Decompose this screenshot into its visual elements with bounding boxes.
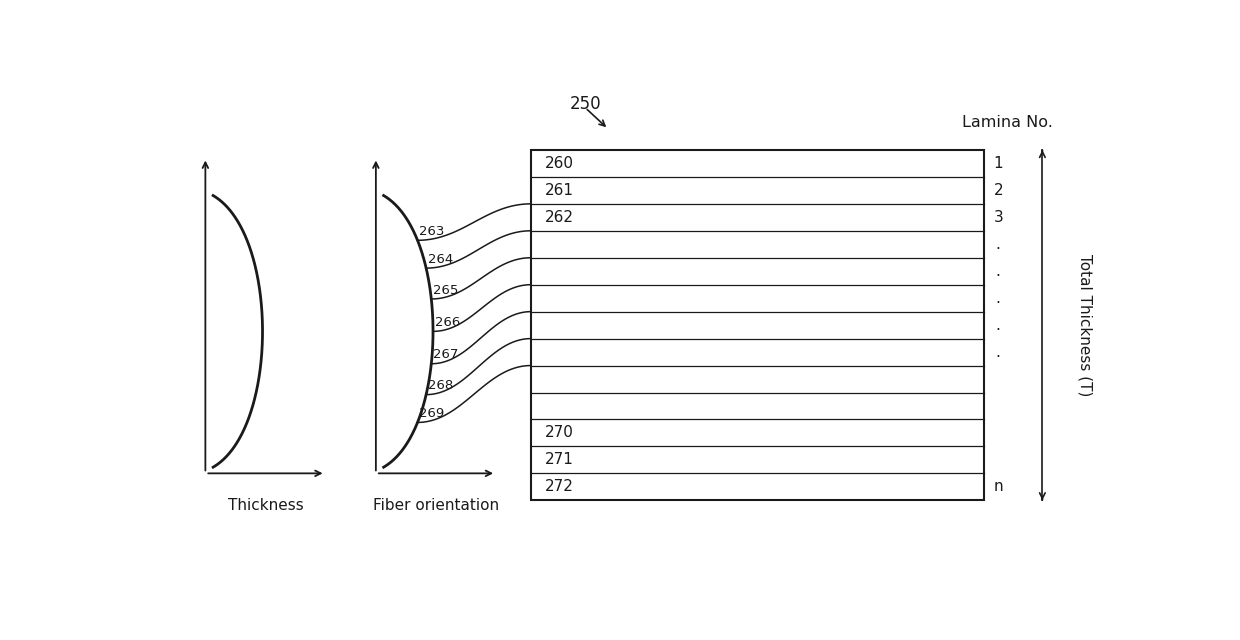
Text: Lamina No.: Lamina No.: [962, 115, 1053, 131]
Text: .: .: [996, 237, 1001, 252]
Text: n: n: [993, 479, 1003, 494]
Text: 260: 260: [544, 156, 574, 171]
Text: 272: 272: [544, 479, 574, 494]
Text: 267: 267: [433, 348, 459, 362]
Text: .: .: [996, 317, 1001, 333]
Text: 270: 270: [544, 426, 574, 440]
Text: 264: 264: [428, 253, 453, 266]
Text: 269: 269: [419, 407, 444, 420]
Text: 3: 3: [993, 210, 1003, 225]
Text: 261: 261: [544, 183, 574, 198]
Text: 265: 265: [433, 284, 459, 297]
Text: .: .: [996, 344, 1001, 360]
Text: Thickness: Thickness: [228, 498, 304, 513]
Text: 268: 268: [428, 380, 453, 392]
Text: Fiber orientation: Fiber orientation: [373, 498, 498, 513]
Text: .: .: [996, 264, 1001, 279]
Bar: [531, 150, 985, 500]
Text: 250: 250: [569, 95, 601, 113]
Text: 1: 1: [993, 156, 1003, 171]
Text: .: .: [996, 291, 1001, 306]
Text: 262: 262: [544, 210, 574, 225]
Text: 263: 263: [419, 225, 444, 238]
Text: Total Thickness (T): Total Thickness (T): [1078, 254, 1092, 396]
Text: 2: 2: [993, 183, 1003, 198]
Text: 266: 266: [434, 316, 460, 329]
Text: 271: 271: [544, 452, 574, 467]
